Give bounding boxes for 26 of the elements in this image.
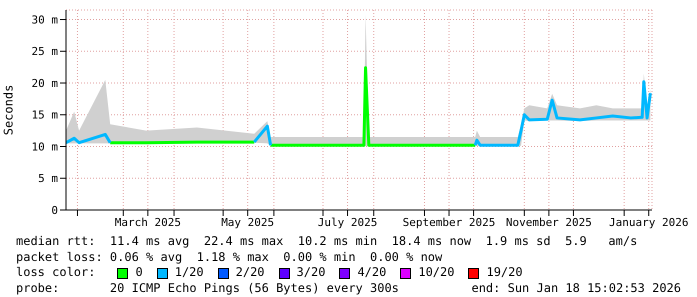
y-tick-label: 0: [51, 204, 58, 217]
legend-label: 1/20: [174, 265, 204, 281]
x-tick-label: November 2025: [506, 216, 592, 229]
y-tick-label: 30 m: [32, 13, 58, 26]
legend-label: 4/20: [357, 265, 386, 281]
y-tick-label: 15 m: [32, 108, 58, 122]
y-tick-label: 25 m: [32, 45, 58, 58]
legend-label: 19/20: [486, 265, 523, 281]
y-tick-label: 20 m: [32, 76, 58, 90]
text: packet loss: 0.06 % avg 1.18 % max 0.00 % min 0.00 % now: [16, 250, 444, 265]
legend-label: 0: [135, 265, 143, 281]
x-tick-label: July 2025: [318, 216, 378, 229]
text: end: Sun Jan 18 15:02:53 2026: [471, 281, 681, 296]
x-tick-label: January 2026: [608, 216, 688, 229]
text: median rtt: 11.4 ms avg 22.4 ms max 10.2 ms min 18.4 ms now 1.9 ms sd 5.9 am/s: [16, 234, 638, 250]
y-tick-label: 5 m: [38, 172, 58, 186]
text: probe: 20 ICMP Echo Pings (56 Bytes) every 300s: [16, 281, 399, 296]
legend-label: 3/20: [296, 265, 326, 281]
legend-label: 10/20: [418, 265, 454, 281]
x-tick-label: May 2025: [221, 216, 274, 229]
y-axis-title: Seconds: [1, 84, 16, 136]
legend-title: loss color:: [16, 265, 96, 281]
x-tick-label: September 2025: [402, 216, 496, 229]
x-tick-label: March 2025: [114, 216, 181, 229]
y-tick-label: 10 m: [32, 140, 58, 154]
legend-label: 2/20: [236, 265, 265, 281]
